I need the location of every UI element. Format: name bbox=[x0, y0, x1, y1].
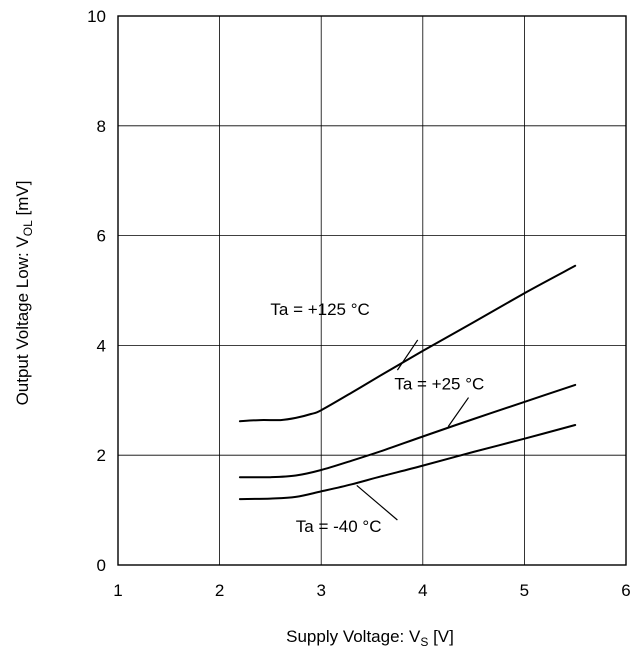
y-tick-label: 6 bbox=[97, 227, 106, 246]
x-tick-label: 1 bbox=[113, 581, 122, 600]
x-tick-label: 3 bbox=[316, 581, 325, 600]
x-tick-label: 4 bbox=[418, 581, 427, 600]
series-labels: Ta = +125 °C Ta = +25 °C Ta = -40 °C bbox=[270, 300, 484, 536]
series-label-125c: Ta = +125 °C bbox=[270, 300, 369, 319]
y-tick-label: 8 bbox=[97, 117, 106, 136]
series-label-minus40c: Ta = -40 °C bbox=[296, 517, 382, 536]
series-curves bbox=[238, 264, 577, 501]
x-axis-title: Supply Voltage: VS [V] bbox=[286, 627, 454, 649]
x-axis-title-unit: [V] bbox=[428, 627, 454, 646]
x-tick-label: 6 bbox=[621, 581, 630, 600]
grid-lines bbox=[118, 16, 626, 565]
series-label-minus40c-leader bbox=[356, 484, 398, 521]
x-axis-title-main: Supply Voltage: V bbox=[286, 627, 421, 646]
x-tick-label: 5 bbox=[520, 581, 529, 600]
series-label-125c-leader bbox=[396, 339, 419, 371]
x-tick-label: 2 bbox=[215, 581, 224, 600]
x-axis-title-subscript: S bbox=[420, 635, 428, 649]
y-tick-label: 2 bbox=[97, 446, 106, 465]
y-axis-title-unit: [mV] bbox=[13, 181, 32, 221]
tick-labels: 1 2 3 4 5 6 0 2 4 6 8 10 bbox=[87, 7, 631, 600]
series-line-125c bbox=[238, 264, 577, 423]
y-axis-title-main: Output Voltage Low: V bbox=[13, 236, 32, 406]
series-line-minus40c bbox=[238, 424, 577, 501]
y-tick-label: 4 bbox=[97, 336, 106, 355]
y-tick-label: 0 bbox=[97, 556, 106, 575]
series-label-25c-leader bbox=[447, 397, 470, 427]
y-axis-title: Output Voltage Low: VOL [mV] bbox=[13, 181, 35, 406]
y-tick-label: 10 bbox=[87, 7, 106, 26]
plot-frame bbox=[117, 15, 627, 566]
series-line-25c bbox=[238, 383, 577, 479]
series-label-25c: Ta = +25 °C bbox=[394, 374, 484, 393]
y-axis-title-subscript: OL bbox=[21, 220, 35, 236]
